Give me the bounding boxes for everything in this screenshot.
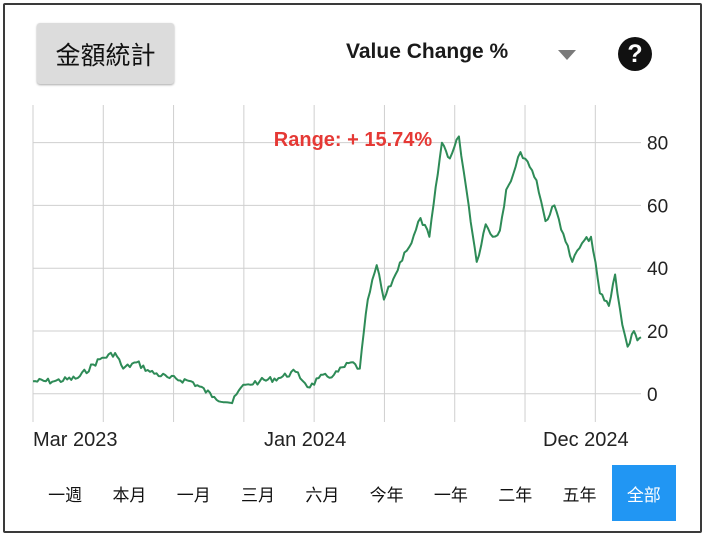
range-button[interactable]: 今年 — [369, 485, 404, 506]
widget-frame — [3, 3, 702, 533]
dropdown-caret-icon[interactable] — [558, 50, 576, 60]
series-line — [32, 135, 642, 405]
range-button[interactable]: 一週 — [48, 485, 83, 506]
x-tick-label: Dec 2024 — [543, 429, 629, 451]
y-tick-label: 80 — [647, 134, 668, 155]
metric-selector-label[interactable]: Value Change % — [346, 40, 509, 63]
range-annotation: Range: + 15.74% — [274, 129, 433, 151]
help-icon[interactable]: ? — [618, 37, 652, 71]
amount-statistics-button[interactable]: 金額統計 — [37, 23, 174, 84]
chart-grid — [32, 105, 641, 422]
x-tick-label: Jan 2024 — [264, 429, 346, 451]
range-button[interactable]: 本月 — [112, 485, 147, 506]
range-button[interactable]: 全部 — [611, 465, 676, 521]
range-button[interactable]: 六月 — [305, 485, 340, 506]
y-tick-label: 0 — [647, 385, 658, 406]
range-button[interactable]: 二年 — [498, 485, 533, 506]
range-button[interactable]: 三月 — [241, 485, 276, 506]
y-axis-ticks: 0 20 40 60 80 — [647, 134, 668, 406]
y-tick-label: 40 — [647, 259, 668, 280]
range-button[interactable]: 一年 — [433, 485, 468, 506]
range-button[interactable]: 五年 — [562, 485, 597, 506]
range-button[interactable]: 一月 — [176, 485, 211, 506]
x-tick-label: Mar 2023 — [33, 429, 118, 451]
y-tick-label: 20 — [647, 322, 668, 343]
x-axis-ticks: Mar 2023 Jan 2024 Dec 2024 — [33, 429, 629, 451]
time-range-selector: 一週 本月 一月 三月 六月 今年 一年 二年 五年 全部 — [33, 465, 676, 521]
y-tick-label: 60 — [647, 196, 668, 217]
